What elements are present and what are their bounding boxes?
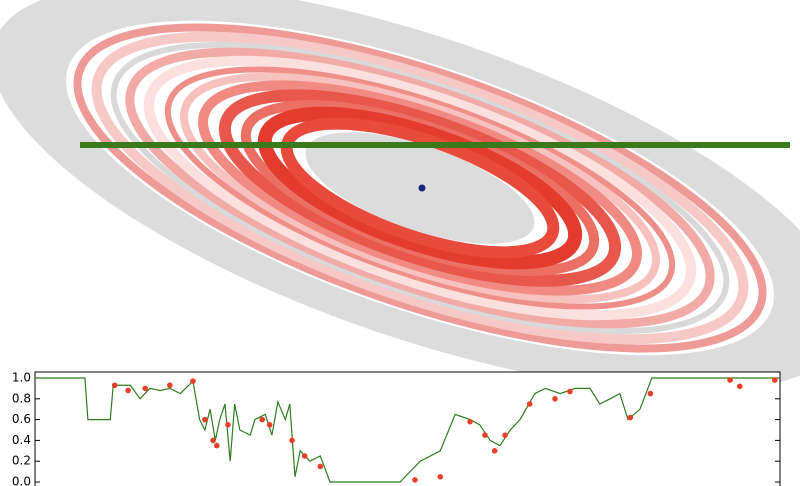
point	[266, 422, 273, 428]
y-tick-label: 1.0	[12, 371, 31, 385]
point	[210, 437, 216, 444]
point	[317, 463, 324, 470]
point	[289, 437, 295, 444]
ring	[73, 23, 767, 353]
point	[142, 385, 149, 392]
point	[491, 448, 498, 454]
ring	[110, 41, 730, 335]
light-curve: 0.0 0.2 0.4 0.6 0.8 1.0	[12, 371, 781, 486]
y-tick-label: 0.8	[12, 391, 31, 405]
y-tick-label: 0.4	[12, 433, 31, 447]
point	[202, 416, 208, 423]
ring	[91, 31, 749, 345]
ring	[180, 72, 660, 304]
point	[526, 401, 533, 407]
point	[190, 378, 196, 384]
ring	[218, 89, 622, 287]
curve	[35, 377, 780, 483]
ring	[198, 80, 642, 296]
point	[412, 477, 418, 483]
point	[727, 377, 733, 383]
point	[736, 383, 743, 390]
y-tick-label: 0.2	[12, 454, 31, 468]
star-center	[418, 184, 426, 192]
point	[213, 442, 220, 449]
point	[301, 453, 308, 459]
point	[502, 432, 508, 439]
point	[771, 377, 778, 383]
point	[259, 416, 266, 423]
y-tick-label: 0.0	[12, 475, 31, 486]
point	[627, 414, 634, 421]
point	[647, 390, 654, 397]
point	[225, 422, 231, 428]
plot-frame	[34, 371, 781, 486]
point	[167, 382, 173, 389]
point	[125, 387, 131, 394]
ring	[125, 47, 715, 329]
ring	[257, 106, 583, 270]
point	[567, 388, 573, 395]
point	[437, 474, 444, 480]
point	[482, 432, 488, 439]
ring	[143, 55, 697, 321]
y-tick-label: 0.6	[12, 412, 31, 426]
point	[467, 418, 473, 425]
point	[111, 382, 118, 389]
ring	[164, 66, 676, 310]
point	[552, 396, 558, 402]
